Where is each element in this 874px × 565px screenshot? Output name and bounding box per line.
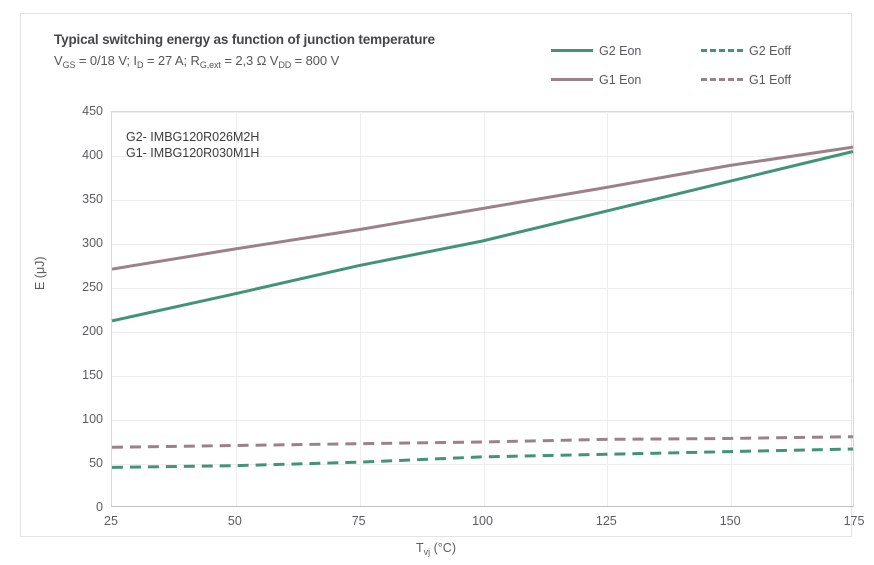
series-line-g2-eoff	[111, 447, 854, 469]
x-tick-label: 25	[104, 514, 118, 528]
y-tick-label: 150	[82, 368, 103, 382]
gridline-horizontal	[112, 200, 853, 201]
x-tick-label: 175	[843, 514, 865, 528]
gridline-horizontal	[112, 332, 853, 333]
plot-annotation: G2- IMBG120R026M2H G1- IMBG120R030M1H	[126, 129, 259, 161]
x-tick-label: 50	[227, 514, 242, 528]
legend-label: G2 Eoff	[749, 43, 792, 58]
series-line-g1-eoff	[111, 435, 853, 449]
x-tick-label: 100	[472, 514, 493, 528]
plot-area-wrapper: G2- IMBG120R026M2H G1- IMBG120R030M1H	[111, 111, 854, 507]
gridline-vertical	[607, 112, 609, 506]
chart-frame: Typical switching energy as function of …	[20, 13, 864, 557]
gridline-vertical	[235, 112, 237, 506]
legend-swatch-icon	[551, 78, 593, 81]
x-tick-label: 75	[351, 514, 366, 528]
x-axis-title: Tvj (°C)	[416, 541, 456, 557]
gridline-horizontal	[112, 376, 853, 377]
chart-title: Typical switching energy as function of …	[54, 32, 435, 47]
legend-item-g2-eoff[interactable]: G2 Eoff	[701, 44, 851, 58]
legend-label: G2 Eon	[599, 43, 642, 58]
y-axis-title: E (μJ)	[33, 256, 47, 290]
gridline-horizontal	[112, 244, 853, 245]
y-tick-label: 450	[82, 104, 103, 118]
gridline-horizontal	[112, 420, 853, 421]
series-line-g2-eon	[111, 150, 854, 323]
legend-label: G1 Eon	[599, 72, 642, 87]
gridline-horizontal	[112, 464, 853, 465]
legend-swatch-icon	[701, 78, 743, 81]
y-tick-label: 0	[96, 500, 103, 514]
gridline-horizontal	[112, 112, 853, 113]
x-axis-tick-labels: 25 50 75 100 125 150 175	[104, 514, 864, 534]
annotation-line: G1- IMBG120R030M1H	[126, 146, 260, 160]
series-lines	[111, 145, 854, 469]
legend-item-g2-eon[interactable]: G2 Eon	[551, 44, 701, 58]
legend-item-g1-eon[interactable]: G1 Eon	[551, 73, 701, 87]
legend-swatch-icon	[701, 49, 743, 52]
y-tick-label: 200	[82, 324, 103, 338]
y-tick-label: 250	[82, 280, 103, 294]
y-tick-label: 400	[82, 148, 103, 162]
gridline-vertical	[731, 112, 733, 506]
legend-swatch-icon	[551, 49, 593, 52]
gridline-vertical	[483, 112, 485, 506]
y-axis-tick-labels: 0 50 100 150 200 250 300 350 400 450	[57, 104, 103, 514]
y-tick-label: 300	[82, 236, 103, 250]
gridline-horizontal	[112, 288, 853, 289]
gridline-horizontal	[112, 156, 853, 157]
chart-subtitle: VGS = 0/18 V; ID = 27 A; RG,ext = 2,3 Ω …	[54, 53, 340, 70]
plot-area: G2- IMBG120R026M2H G1- IMBG120R030M1H	[111, 111, 854, 507]
legend-item-g1-eoff[interactable]: G1 Eoff	[701, 73, 851, 87]
series-line-g1-eon	[111, 145, 854, 271]
x-tick-label: 150	[719, 514, 741, 528]
legend-label: G1 Eoff	[749, 72, 792, 87]
y-tick-label: 50	[89, 456, 103, 470]
x-tick-label: 125	[595, 514, 617, 528]
y-tick-label: 350	[82, 192, 103, 206]
gridline-vertical	[359, 112, 361, 506]
chart-legend: G2 Eon G2 Eoff G1 Eon G1 Eoff	[551, 36, 851, 94]
y-tick-label: 100	[82, 412, 103, 426]
annotation-line: G2- IMBG120R026M2H	[126, 130, 260, 144]
